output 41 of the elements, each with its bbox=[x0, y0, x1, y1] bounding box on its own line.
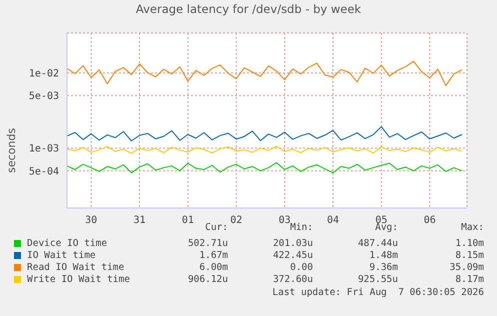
text: Last update: Fri Aug 7 06:30:05 2026 bbox=[272, 287, 484, 298]
text: 6.00m bbox=[199, 262, 228, 273]
text: 925.55u bbox=[358, 274, 398, 285]
line-series bbox=[67, 60, 462, 86]
text: 1.10m bbox=[455, 238, 484, 249]
text: 422.45u bbox=[272, 250, 313, 261]
text: 35.09m bbox=[450, 262, 484, 273]
y-axis-title: seconds bbox=[4, 128, 18, 172]
y-tick-label: 5e-04 bbox=[28, 166, 59, 178]
x-tick-label: 06 bbox=[424, 215, 436, 226]
text: 372.60u bbox=[272, 274, 313, 285]
text: 201.03u bbox=[272, 238, 313, 249]
text: 487.44u bbox=[358, 238, 398, 249]
line-series bbox=[67, 162, 462, 174]
text: 1.67m bbox=[199, 250, 228, 261]
x-tick-label: 31 bbox=[134, 215, 146, 226]
y-tick-label: 1e-03 bbox=[28, 144, 59, 155]
text: Max: bbox=[461, 222, 484, 233]
x-tick-label: 30 bbox=[85, 215, 98, 226]
y-tick-label: 1e-02 bbox=[28, 68, 59, 80]
line-series bbox=[67, 146, 462, 154]
line-series bbox=[67, 126, 462, 142]
text: Min: bbox=[290, 222, 313, 233]
y-tick-label: 5e-03 bbox=[28, 91, 59, 102]
text: 502.71u bbox=[188, 238, 228, 249]
x-tick-label: 04 bbox=[326, 215, 340, 226]
x-tick-label: 01 bbox=[182, 215, 194, 226]
legend-label: Device IO time bbox=[27, 238, 108, 249]
text: 1.48m bbox=[369, 250, 398, 261]
x-tick-label: 03 bbox=[278, 215, 291, 226]
text: 8.17m bbox=[455, 274, 484, 285]
text: 0.00 bbox=[290, 262, 313, 273]
legend-label: IO Wait time bbox=[27, 250, 96, 261]
text: 9.36m bbox=[369, 262, 398, 273]
legend-label: Read IO Wait time bbox=[27, 262, 124, 273]
legend-label: Write IO Wait time bbox=[27, 274, 130, 285]
x-tick-label: 02 bbox=[230, 215, 242, 226]
text: 8.15m bbox=[455, 250, 484, 261]
text: Cur: bbox=[205, 222, 228, 233]
text: 906.12u bbox=[188, 274, 228, 285]
chart-title: Average latency for /dev/sdb - by week bbox=[134, 2, 362, 16]
